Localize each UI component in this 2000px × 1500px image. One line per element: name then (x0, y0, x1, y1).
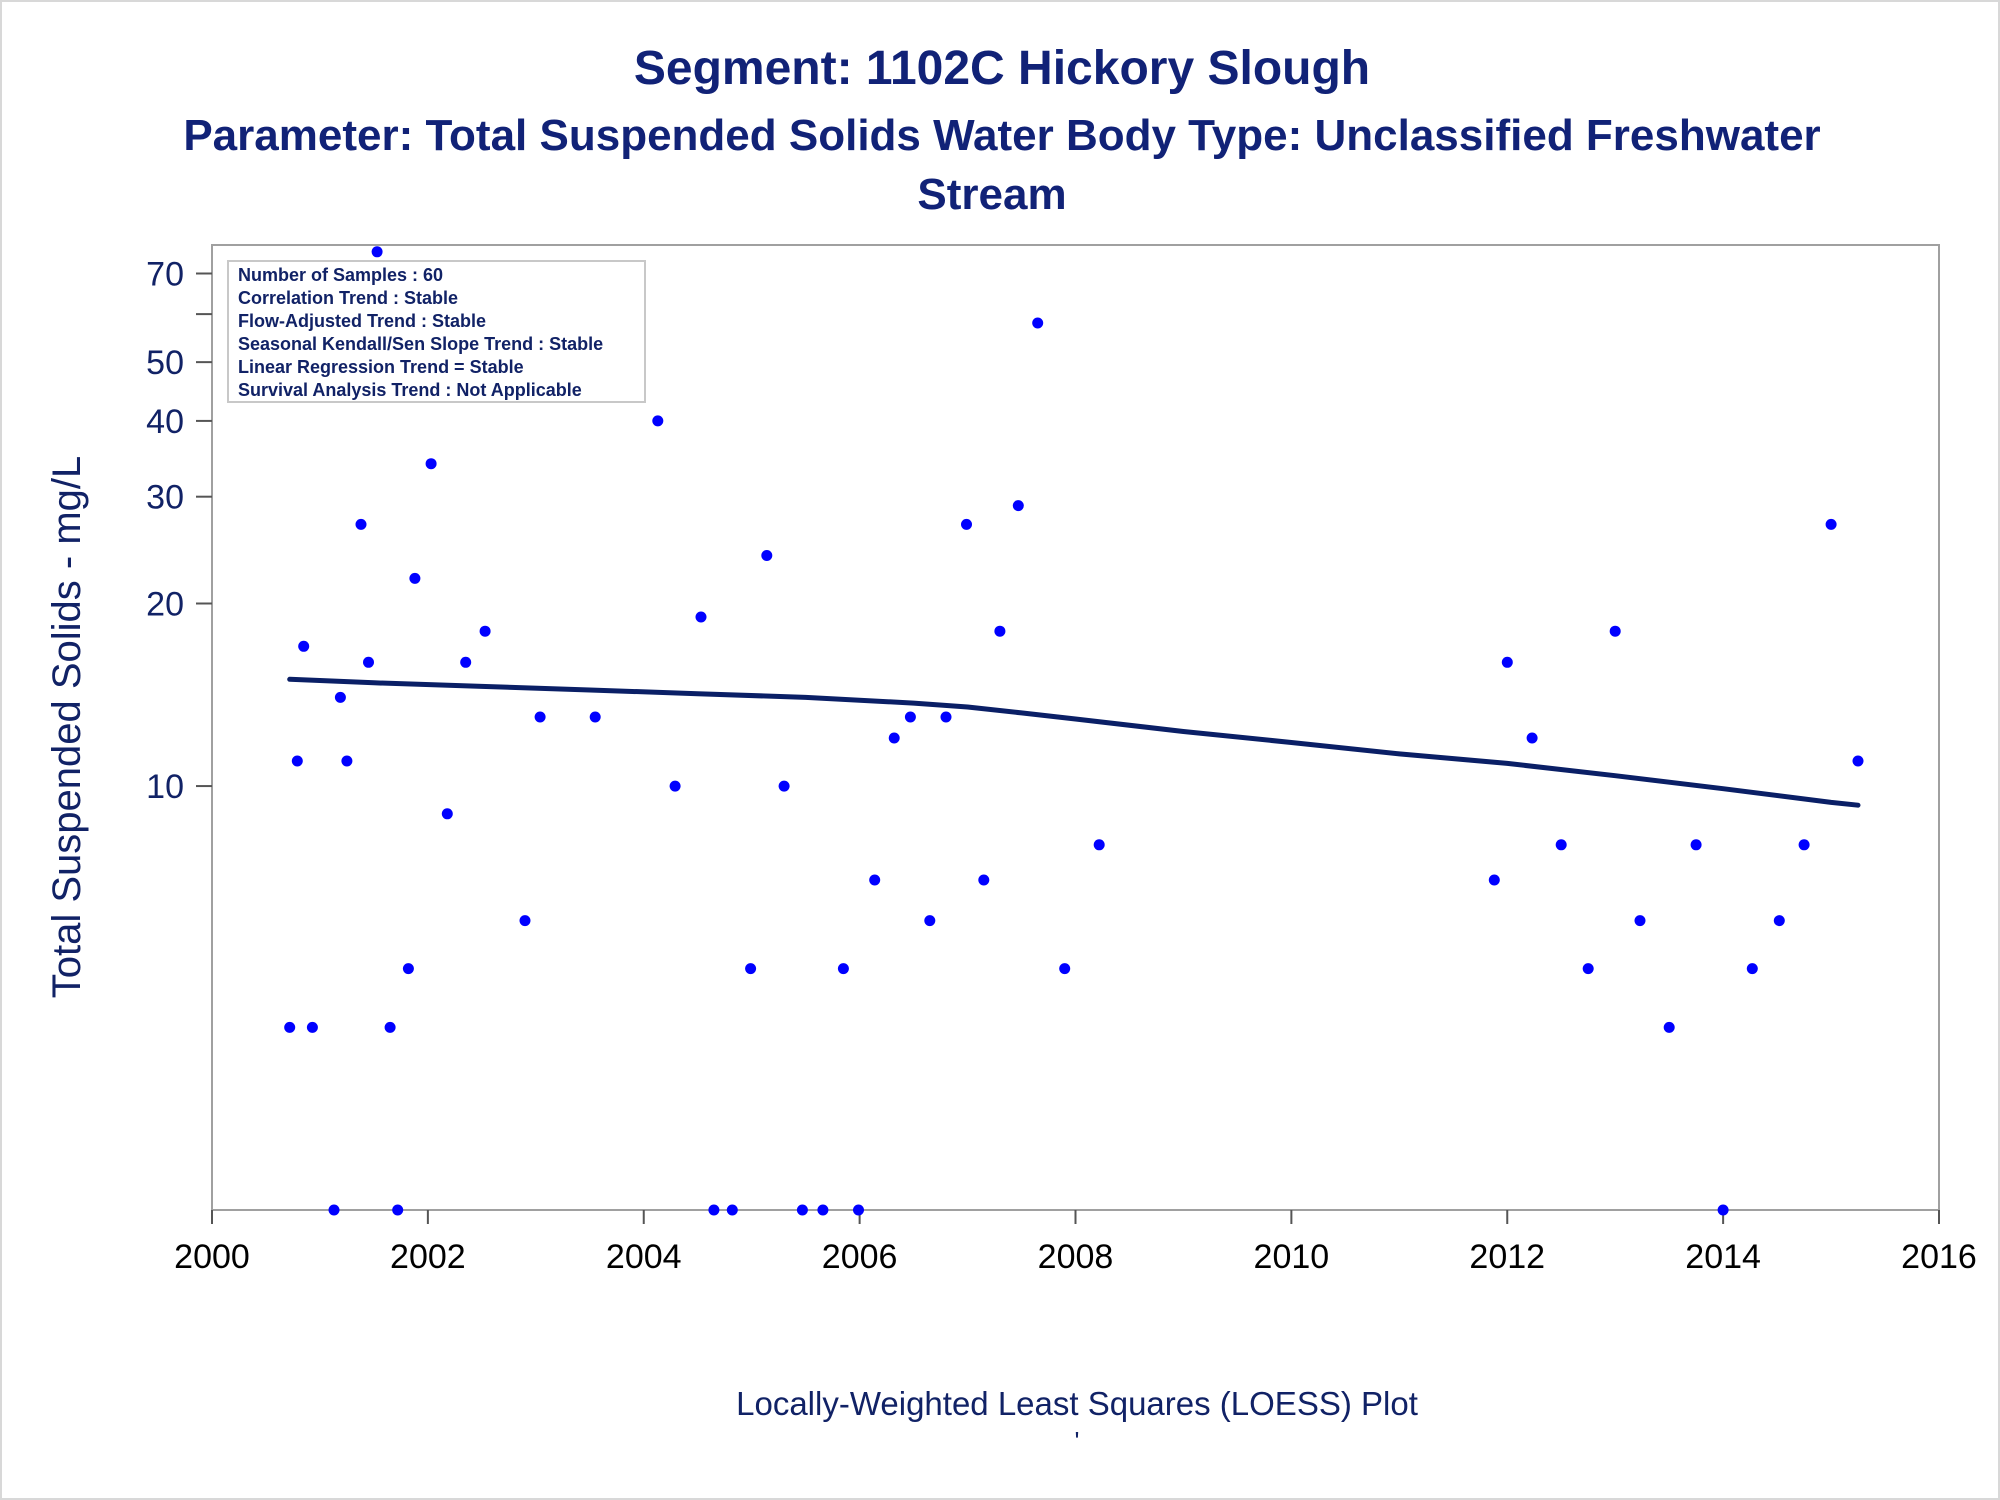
data-point-2 (291, 755, 303, 767)
x-tick-label-2004: 2004 (606, 1238, 682, 1276)
stats-line-survival: Survival Analysis Trend : Not Applicable (238, 380, 582, 400)
stats-line-correlation: Correlation Trend : Stable (238, 288, 458, 308)
points-layer (284, 246, 1864, 1216)
data-point-22 (652, 415, 664, 427)
data-point-8 (355, 518, 367, 530)
chart-title: Segment: 1102C Hickory Slough (634, 42, 1370, 95)
data-point-54 (1690, 839, 1702, 851)
data-point-17 (460, 656, 472, 668)
data-point-14 (409, 572, 421, 584)
data-point-52 (1634, 915, 1646, 927)
x-tick-label-2010: 2010 (1254, 1238, 1330, 1276)
data-point-32 (837, 963, 849, 975)
data-point-10 (371, 246, 383, 258)
y-tick-label-30: 30 (146, 479, 184, 517)
data-point-35 (888, 732, 900, 744)
data-point-15 (425, 458, 437, 470)
data-point-42 (1012, 500, 1024, 512)
data-point-11 (384, 1021, 396, 1033)
data-point-34 (869, 874, 881, 886)
data-point-24 (695, 611, 707, 623)
data-point-20 (534, 711, 546, 723)
data-point-36 (904, 711, 916, 723)
x-tick-label-2014: 2014 (1685, 1238, 1761, 1276)
y-tick-label-40: 40 (146, 403, 184, 441)
x-tick-label-2012: 2012 (1469, 1238, 1545, 1276)
x-tick-label-2016: 2016 (1901, 1238, 1977, 1276)
data-point-53 (1663, 1021, 1675, 1033)
data-point-1 (284, 1021, 296, 1033)
data-point-39 (961, 518, 972, 530)
data-point-30 (796, 1204, 808, 1216)
data-point-49 (1555, 839, 1567, 851)
y-tick-label-10: 10 (146, 768, 184, 806)
x-axis-label: Locally-Weighted Least Squares (LOESS) P… (736, 1385, 1418, 1422)
x-tick-label-2006: 2006 (822, 1238, 898, 1276)
data-point-44 (1059, 963, 1071, 975)
data-point-57 (1773, 915, 1785, 927)
data-point-28 (761, 550, 773, 561)
data-point-4 (306, 1021, 318, 1033)
data-point-50 (1582, 963, 1594, 975)
data-point-23 (669, 780, 681, 792)
loess-line (287, 676, 1861, 808)
data-point-13 (402, 963, 414, 975)
loess-layer (287, 676, 1861, 808)
stats-line-seasonal-kendall: Seasonal Kendall/Sen Slope Trend : Stabl… (238, 334, 603, 354)
data-point-21 (589, 711, 601, 723)
data-point-58 (1798, 839, 1810, 851)
data-point-48 (1526, 732, 1538, 744)
data-point-16 (441, 808, 453, 820)
y-tick-label-50: 50 (146, 344, 184, 382)
y-axis: 10 20 30 40 50 70 (146, 256, 212, 806)
data-point-51 (1609, 625, 1621, 637)
data-point-46 (1488, 874, 1500, 886)
stats-line-flow-adjusted: Flow-Adjusted Trend : Stable (238, 311, 486, 331)
x-axis: 2000 2002 2004 2006 2008 2010 2012 2014 2016 (174, 1210, 1977, 1276)
data-point-12 (392, 1204, 404, 1216)
data-point-25 (708, 1204, 720, 1216)
data-point-31 (817, 1204, 829, 1216)
data-point-3 (298, 640, 310, 652)
data-point-47 (1501, 656, 1513, 668)
stats-line-samples: Number of Samples : 60 (238, 265, 443, 285)
data-point-43 (1032, 317, 1044, 329)
data-point-40 (978, 874, 990, 886)
data-point-5 (328, 1204, 340, 1216)
y-axis-label: Total Suspended Solids - mg/L (45, 456, 89, 999)
y-tick-label-20: 20 (146, 585, 184, 623)
footnote-mark: ' (1075, 1426, 1080, 1456)
data-point-6 (334, 691, 346, 703)
stats-line-linear-regression: Linear Regression Trend = Stable (238, 357, 524, 377)
data-point-7 (341, 755, 353, 767)
data-point-9 (363, 656, 374, 668)
data-point-60 (1852, 755, 1864, 767)
data-point-38 (940, 711, 952, 723)
stats-box: Number of Samples : 60 Correlation Trend… (227, 260, 646, 403)
data-point-41 (994, 625, 1006, 637)
chart-subtitle-line-1: Parameter: Total Suspended Solids Water … (183, 111, 1820, 160)
data-point-56 (1746, 963, 1758, 975)
data-point-18 (479, 625, 491, 637)
data-point-33 (853, 1204, 864, 1216)
x-tick-label-2002: 2002 (390, 1238, 466, 1276)
data-point-59 (1825, 518, 1837, 530)
data-point-27 (745, 963, 757, 975)
chart-subtitle-line-2: Stream (917, 170, 1066, 219)
x-tick-label-2008: 2008 (1038, 1238, 1114, 1276)
stats-box-frame (227, 260, 646, 403)
data-point-29 (778, 780, 790, 792)
data-point-37 (924, 915, 936, 927)
data-point-45 (1093, 839, 1105, 851)
y-tick-label-70: 70 (146, 256, 184, 294)
data-point-55 (1717, 1204, 1729, 1216)
x-tick-label-2000: 2000 (174, 1238, 250, 1276)
data-point-19 (519, 915, 531, 927)
data-point-26 (726, 1204, 738, 1216)
